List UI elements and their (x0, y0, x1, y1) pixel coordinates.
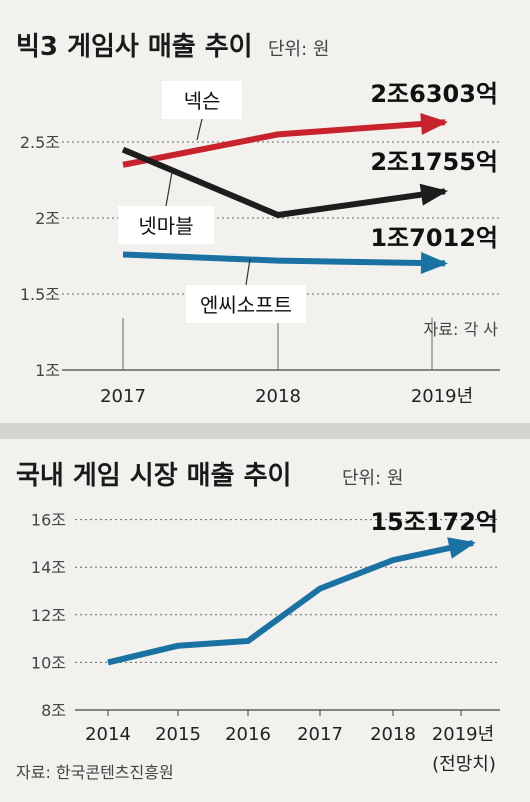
chart1-y-tick-label: 2.5조 (20, 133, 60, 152)
chart2-x-axis: 2014 2015 2016 2017 2018 2019년 (전망치) (85, 710, 496, 775)
chart1-y-tick-label: 2조 (35, 209, 60, 228)
chart2-y-tick-label: 8조 (41, 701, 66, 720)
chart1-callout-leader (196, 118, 203, 141)
section-divider (0, 423, 530, 439)
chart1-end-value-label: 2조6303억 (370, 80, 498, 108)
chart2-x-tick-label: 2016 (225, 724, 271, 745)
chart2-x-tick-label: 2019년 (432, 724, 494, 745)
chart2-series (107, 537, 476, 666)
chart1-end-value-label: 1조7012억 (370, 224, 498, 252)
chart2-x-tick-label: 2014 (85, 724, 131, 745)
chart1-y-tick-label: 1조 (35, 361, 60, 380)
chart1-callout-box (118, 206, 214, 244)
chart1-y-tick-label: 1.5조 (20, 285, 60, 304)
chart1-series-line-2 (122, 251, 446, 267)
chart1-series-name: 엔씨소프트 (200, 293, 292, 317)
chart1-y-axis: 1조 1.5조 2조 2.5조 (20, 133, 60, 380)
chart1-series-name: 넥슨 (184, 89, 221, 113)
chart1-series (121, 113, 448, 274)
chart2-end-value-label: 15조172억 (370, 508, 498, 536)
chart1-callout-box (186, 285, 306, 323)
chart2-series-line-0-arrowhead (447, 537, 476, 559)
chart1-callout-box (162, 81, 242, 119)
chart2-y-tick-label: 16조 (31, 511, 66, 530)
chart1-x-axis: 2017 2018 2019년 (100, 318, 473, 407)
chart1-series-line-1 (121, 146, 446, 219)
chart1-end-value-label: 2조1755억 (370, 148, 498, 176)
chart1-x-tick-label: 2019년 (411, 386, 473, 407)
chart1-series-line-2-arrowhead (420, 252, 448, 274)
chart1-series-line-0-arrowhead (420, 113, 448, 135)
chart2-grid (75, 519, 500, 711)
chart2-x-tick-label: 2018 (370, 724, 416, 745)
chart1-x-tick-label: 2018 (255, 386, 301, 407)
chart1-x-tick-label: 2017 (100, 386, 146, 407)
chart1-unit-note: 단위: 원 (268, 39, 329, 60)
chart2-title: 국내 게임 시장 매출 추이 (16, 461, 291, 491)
chart2-y-axis: 8조 10조 12조 14조 16조 (31, 511, 66, 720)
chart2-x-tick-label: 2015 (155, 724, 201, 745)
chart2-labels: 15조172억 (370, 508, 498, 536)
chart1-callout-leader (165, 171, 173, 207)
chart2-y-tick-label: 12조 (31, 606, 66, 625)
chart2-unit-note: 단위: 원 (342, 468, 403, 489)
chart1-series-line-1-arrowhead (419, 183, 448, 206)
chart2-x-tick-label: 2017 (297, 724, 343, 745)
chart2-source: 자료: 한국콘텐츠진흥원 (16, 763, 174, 782)
chart1-series-line-0 (122, 119, 446, 168)
chart1-callout-leader (245, 258, 251, 286)
chart2-y-tick-label: 14조 (31, 558, 66, 577)
chart2-x-note: (전망치) (432, 754, 496, 775)
chart1-title: 빅3 게임사 매출 추이 (16, 32, 253, 62)
chart2-y-tick-label: 10조 (31, 653, 66, 672)
chart2-series-line-0 (107, 540, 474, 666)
chart1-source: 자료: 각 사 (424, 320, 499, 339)
chart1-grid (62, 141, 500, 371)
chart1-series-name: 넷마블 (138, 214, 193, 238)
